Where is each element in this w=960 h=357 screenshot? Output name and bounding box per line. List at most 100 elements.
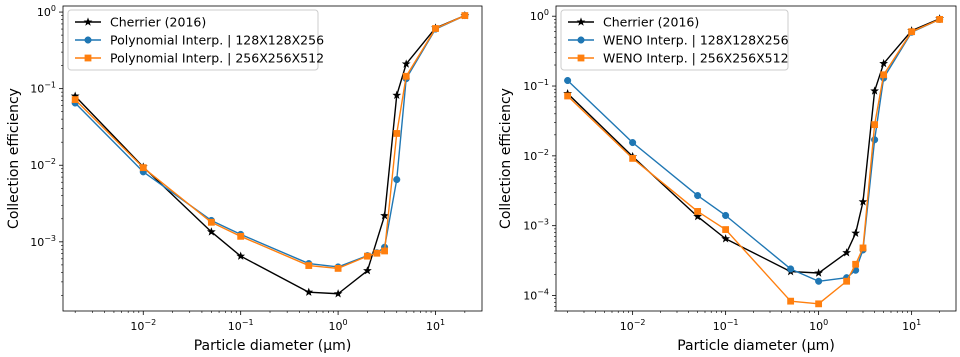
data-point — [334, 264, 342, 272]
y-axis-label: Collection efficiency — [6, 88, 22, 229]
data-point — [333, 289, 343, 298]
legend-box — [560, 9, 789, 71]
data-point — [564, 76, 572, 85]
data-point — [843, 277, 851, 285]
y-tick-label: 10−2 — [30, 157, 56, 172]
x-tick-label: 10−2 — [130, 318, 156, 333]
data-point — [852, 260, 860, 268]
legend-label: Polynomial Interp. | 256X256X512 — [110, 51, 324, 66]
data-point — [364, 252, 371, 260]
data-point — [392, 90, 402, 99]
plot-frame — [555, 5, 957, 312]
legend-entry: WENO Interp. | 128X128X256 — [568, 33, 789, 48]
data-point — [851, 228, 861, 237]
x-tick-label: 101 — [902, 318, 921, 333]
x-tick-label: 100 — [809, 318, 828, 333]
data-point — [461, 12, 469, 19]
data-point — [871, 121, 879, 129]
legend-marker — [84, 54, 92, 62]
x-tick-label: 100 — [329, 318, 348, 333]
data-point — [564, 92, 572, 100]
y-axis-label: Collection efficiency — [498, 88, 514, 229]
data-point — [381, 247, 388, 255]
data-point — [815, 277, 823, 285]
y-tick-label: 10−3 — [523, 218, 549, 233]
data-point — [721, 234, 730, 243]
chart-panel-1: 10−2 10−1 100 101 10−3 10−2 10−1 100 Particle di… — [6, 4, 483, 354]
data-point — [71, 96, 79, 103]
data-point — [237, 232, 245, 240]
data-point — [693, 211, 702, 221]
legend-marker — [577, 36, 585, 44]
series-3 — [71, 12, 469, 272]
data-point — [393, 130, 401, 137]
x-tick-label: 10−1 — [228, 318, 254, 333]
data-point — [858, 197, 868, 206]
y-tick-label: 10−2 — [523, 148, 549, 163]
y-tick-label: 10−1 — [30, 81, 56, 96]
data-point — [373, 249, 381, 257]
data-point — [393, 176, 401, 184]
legend-label: WENO Interp. | 256X256X512 — [603, 51, 789, 66]
legend-label: Cherrier (2016) — [110, 15, 206, 30]
legend-label: Polynomial Interp. | 128X128X256 — [110, 33, 324, 48]
data-point — [880, 71, 888, 79]
legend-entry: WENO Interp. | 256X256X512 — [568, 51, 789, 66]
legend-box — [67, 9, 319, 71]
y-tick-label: 10−1 — [523, 78, 549, 93]
data-point — [304, 287, 314, 296]
legend-entry: Cherrier (2016) — [75, 15, 206, 30]
data-point — [814, 268, 823, 277]
legend-label: WENO Interp. | 128X128X256 — [603, 33, 789, 48]
x-axis-label: Particle diameter (μm) — [194, 338, 352, 354]
data-point — [139, 164, 147, 172]
y-tick-label: 100 — [530, 8, 549, 23]
data-point — [236, 251, 246, 260]
data-point — [402, 72, 410, 80]
legend: Cherrier (2016) Polynomial Interp. | 128X… — [67, 9, 324, 71]
legend-label: Cherrier (2016) — [603, 15, 699, 30]
data-point — [722, 226, 730, 233]
legend: Cherrier (2016) WENO Interp. | 128X128X25… — [560, 9, 789, 71]
data-point — [432, 25, 439, 32]
legend-entry: Cherrier (2016) — [568, 15, 699, 30]
data-point — [70, 91, 80, 100]
series-line — [74, 14, 466, 295]
data-point — [694, 208, 702, 215]
legend-marker — [84, 36, 92, 44]
legend-marker — [576, 17, 586, 26]
legend-marker — [577, 54, 585, 62]
data-point — [305, 262, 313, 269]
data-point — [401, 59, 411, 68]
x-tick-label: 10−2 — [620, 318, 646, 333]
data-point — [879, 58, 889, 68]
data-point — [694, 192, 702, 200]
data-point — [722, 211, 730, 220]
data-point — [629, 139, 637, 147]
data-point — [787, 297, 795, 305]
data-point — [787, 265, 795, 273]
plot-frame — [62, 5, 483, 312]
x-tick-label: 10−1 — [713, 318, 739, 333]
y-tick-label: 10−3 — [30, 234, 56, 249]
data-point — [206, 227, 216, 236]
legend-marker — [83, 17, 93, 26]
data-point — [859, 244, 867, 252]
y-tick-label: 10−4 — [523, 288, 549, 303]
x-tick-label: 101 — [426, 318, 445, 333]
data-point — [363, 266, 372, 275]
data-point — [936, 15, 944, 23]
data-point — [629, 154, 637, 162]
y-tick-label: 100 — [37, 4, 56, 19]
data-point — [380, 211, 389, 220]
data-point — [207, 218, 215, 226]
series-3 — [564, 15, 944, 308]
legend-entry: Polynomial Interp. | 256X256X512 — [75, 51, 324, 66]
data-point — [870, 86, 879, 95]
legend-entry: Polynomial Interp. | 128X128X256 — [75, 33, 324, 48]
data-point — [908, 28, 916, 36]
x-axis-label: Particle diameter (μm) — [677, 338, 835, 354]
data-point — [815, 300, 823, 308]
chart-panel-2: 10−2 10−1 100 101 10−4 10−3 10−2 10−1 100 Particl… — [498, 5, 957, 354]
